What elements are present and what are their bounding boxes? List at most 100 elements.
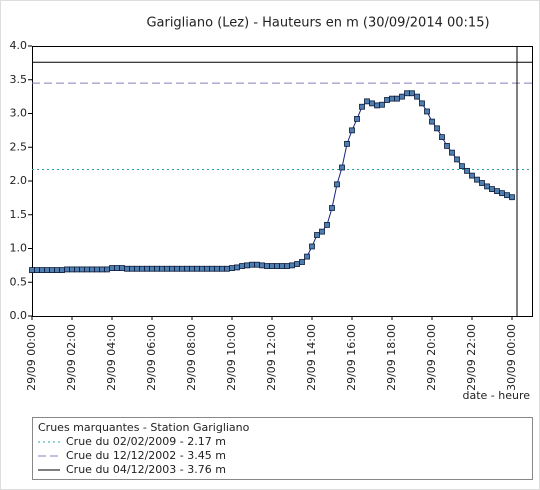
- data-point: [264, 263, 270, 269]
- x-tick-label: 29/09 06:00: [145, 324, 158, 391]
- data-point: [309, 243, 315, 250]
- data-point: [369, 100, 375, 107]
- data-point: [109, 265, 115, 271]
- data-point: [324, 221, 330, 228]
- data-point: [49, 267, 55, 274]
- data-point: [454, 156, 460, 163]
- x-axis-label: date - heure: [462, 389, 530, 402]
- data-point: [304, 253, 310, 260]
- data-point: [229, 265, 235, 271]
- data-point: [494, 188, 500, 195]
- legend-title: Crues marquantes - Station Garigliano: [38, 421, 250, 434]
- data-point: [424, 108, 430, 115]
- data-point: [434, 125, 440, 132]
- data-point: [69, 266, 75, 273]
- x-tick-label: 29/09 04:00: [105, 324, 118, 391]
- data-point: [399, 93, 405, 100]
- data-point: [139, 265, 145, 272]
- x-tick-label: 29/09 10:00: [225, 324, 238, 391]
- data-point: [404, 90, 410, 97]
- data-point: [444, 142, 450, 149]
- data-point: [244, 262, 250, 269]
- x-tick-label: 29/09 16:00: [345, 324, 358, 391]
- data-point: [89, 266, 95, 273]
- data-point: [289, 262, 295, 269]
- legend-box: [32, 417, 533, 480]
- x-tick-label: 29/09 12:00: [265, 324, 278, 391]
- chart-title: Garigliano (Lez) - Hauteurs en m (30/09/…: [146, 16, 489, 31]
- data-point: [124, 265, 130, 272]
- y-tick-label: 2.0: [10, 174, 28, 187]
- data-point: [44, 267, 50, 274]
- legend-label: Crue du 12/12/2002 - 3.45 m: [66, 449, 226, 462]
- data-point: [249, 261, 255, 268]
- data-point: [339, 164, 345, 171]
- data-point: [394, 95, 400, 102]
- data-point: [439, 134, 445, 141]
- data-point: [129, 265, 135, 272]
- data-point: [184, 265, 190, 272]
- data-point: [464, 167, 470, 174]
- data-point: [119, 265, 125, 271]
- y-tick-label: 4.0: [10, 39, 28, 52]
- data-point: [64, 266, 70, 273]
- data-point: [144, 265, 150, 272]
- data-point: [214, 265, 220, 272]
- y-tick-label: 0.5: [10, 275, 28, 288]
- x-tick-label: 29/09 00:00: [25, 324, 38, 391]
- data-point: [219, 265, 225, 272]
- x-tick-label: 29/09 14:00: [305, 324, 318, 391]
- data-point: [104, 266, 110, 273]
- data-point: [254, 261, 260, 268]
- data-point: [474, 176, 480, 183]
- data-point: [94, 266, 100, 273]
- data-point: [279, 263, 285, 269]
- data-point: [354, 116, 360, 122]
- data-point: [314, 232, 320, 238]
- plot-frame: [32, 46, 533, 317]
- x-tick-label: 29/09 22:00: [465, 324, 478, 391]
- data-point: [194, 265, 200, 272]
- data-point: [334, 181, 340, 188]
- y-tick-label: 3.0: [10, 107, 28, 120]
- data-point: [189, 265, 195, 272]
- data-point: [489, 186, 495, 193]
- data-point: [349, 127, 355, 134]
- data-point: [419, 100, 425, 107]
- data-point: [174, 265, 180, 272]
- data-point: [39, 267, 45, 274]
- data-point: [359, 103, 365, 110]
- data-point: [389, 95, 395, 102]
- data-point: [199, 265, 205, 272]
- data-point: [239, 263, 245, 269]
- data-point: [114, 265, 120, 271]
- data-point: [379, 101, 385, 108]
- y-tick-label: 2.5: [10, 140, 28, 153]
- data-point: [299, 259, 305, 265]
- data-point: [149, 265, 155, 272]
- data-point: [329, 205, 335, 211]
- data-point: [54, 267, 60, 274]
- data-point: [284, 263, 290, 269]
- y-tick-label: 1.5: [10, 208, 28, 221]
- data-point: [259, 262, 265, 269]
- data-point: [29, 267, 35, 274]
- data-point: [344, 140, 350, 147]
- data-point: [164, 265, 170, 272]
- x-tick-label: 29/09 18:00: [385, 324, 398, 391]
- data-point: [294, 261, 300, 267]
- data-point: [274, 263, 280, 269]
- data-point: [79, 266, 85, 273]
- data-point: [414, 93, 420, 100]
- data-point: [364, 98, 370, 105]
- x-tick-label: 29/09 08:00: [185, 324, 198, 391]
- data-point: [269, 263, 275, 269]
- data-point: [479, 180, 485, 186]
- y-tick-label: 1.0: [10, 242, 28, 255]
- data-point: [374, 102, 380, 109]
- data-point: [384, 97, 390, 103]
- data-point: [159, 265, 165, 272]
- data-point: [449, 149, 455, 156]
- data-point: [319, 228, 325, 235]
